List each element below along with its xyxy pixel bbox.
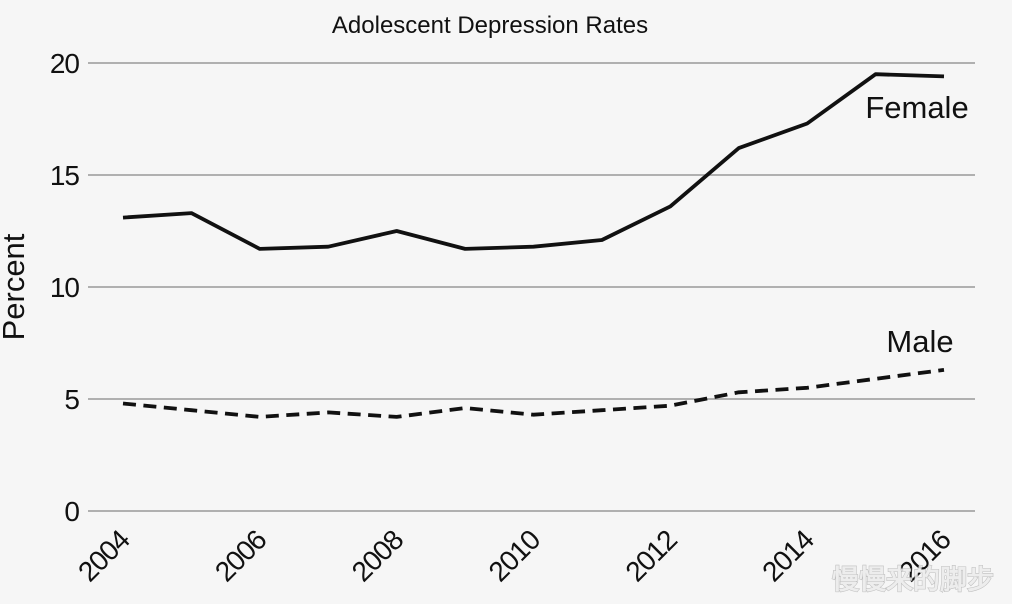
x-tick-label-2012: 2012 <box>619 524 682 587</box>
female-series-label: Female <box>865 90 968 125</box>
male-series-label: Male <box>886 324 953 359</box>
female-line <box>122 72 945 251</box>
x-tick-label-2010: 2010 <box>483 524 546 587</box>
y-tick-label-20: 20 <box>50 48 80 79</box>
x-tick-label-2006: 2006 <box>209 524 272 587</box>
watermark: 慢慢来的脚步 <box>832 564 994 595</box>
y-tick-label-10: 10 <box>50 272 80 303</box>
x-tick-label-2014: 2014 <box>756 524 819 587</box>
gridlines-group <box>88 62 975 512</box>
male-line <box>122 368 945 419</box>
x-tick-label-2008: 2008 <box>346 524 409 587</box>
x-tick-label-2004: 2004 <box>72 524 135 587</box>
x-axis-tick-labels-group: 2004 2006 2008 2010 2012 2014 2016 <box>72 524 956 587</box>
data-series-group <box>122 72 945 419</box>
y-axis-label: Percent <box>0 233 31 340</box>
chart-title: Adolescent Depression Rates <box>332 12 648 39</box>
y-tick-label-5: 5 <box>64 384 79 415</box>
y-tick-label-15: 15 <box>50 160 80 191</box>
y-axis-tick-labels-group: 0 5 10 15 20 <box>50 48 81 527</box>
y-tick-label-0: 0 <box>64 496 79 527</box>
